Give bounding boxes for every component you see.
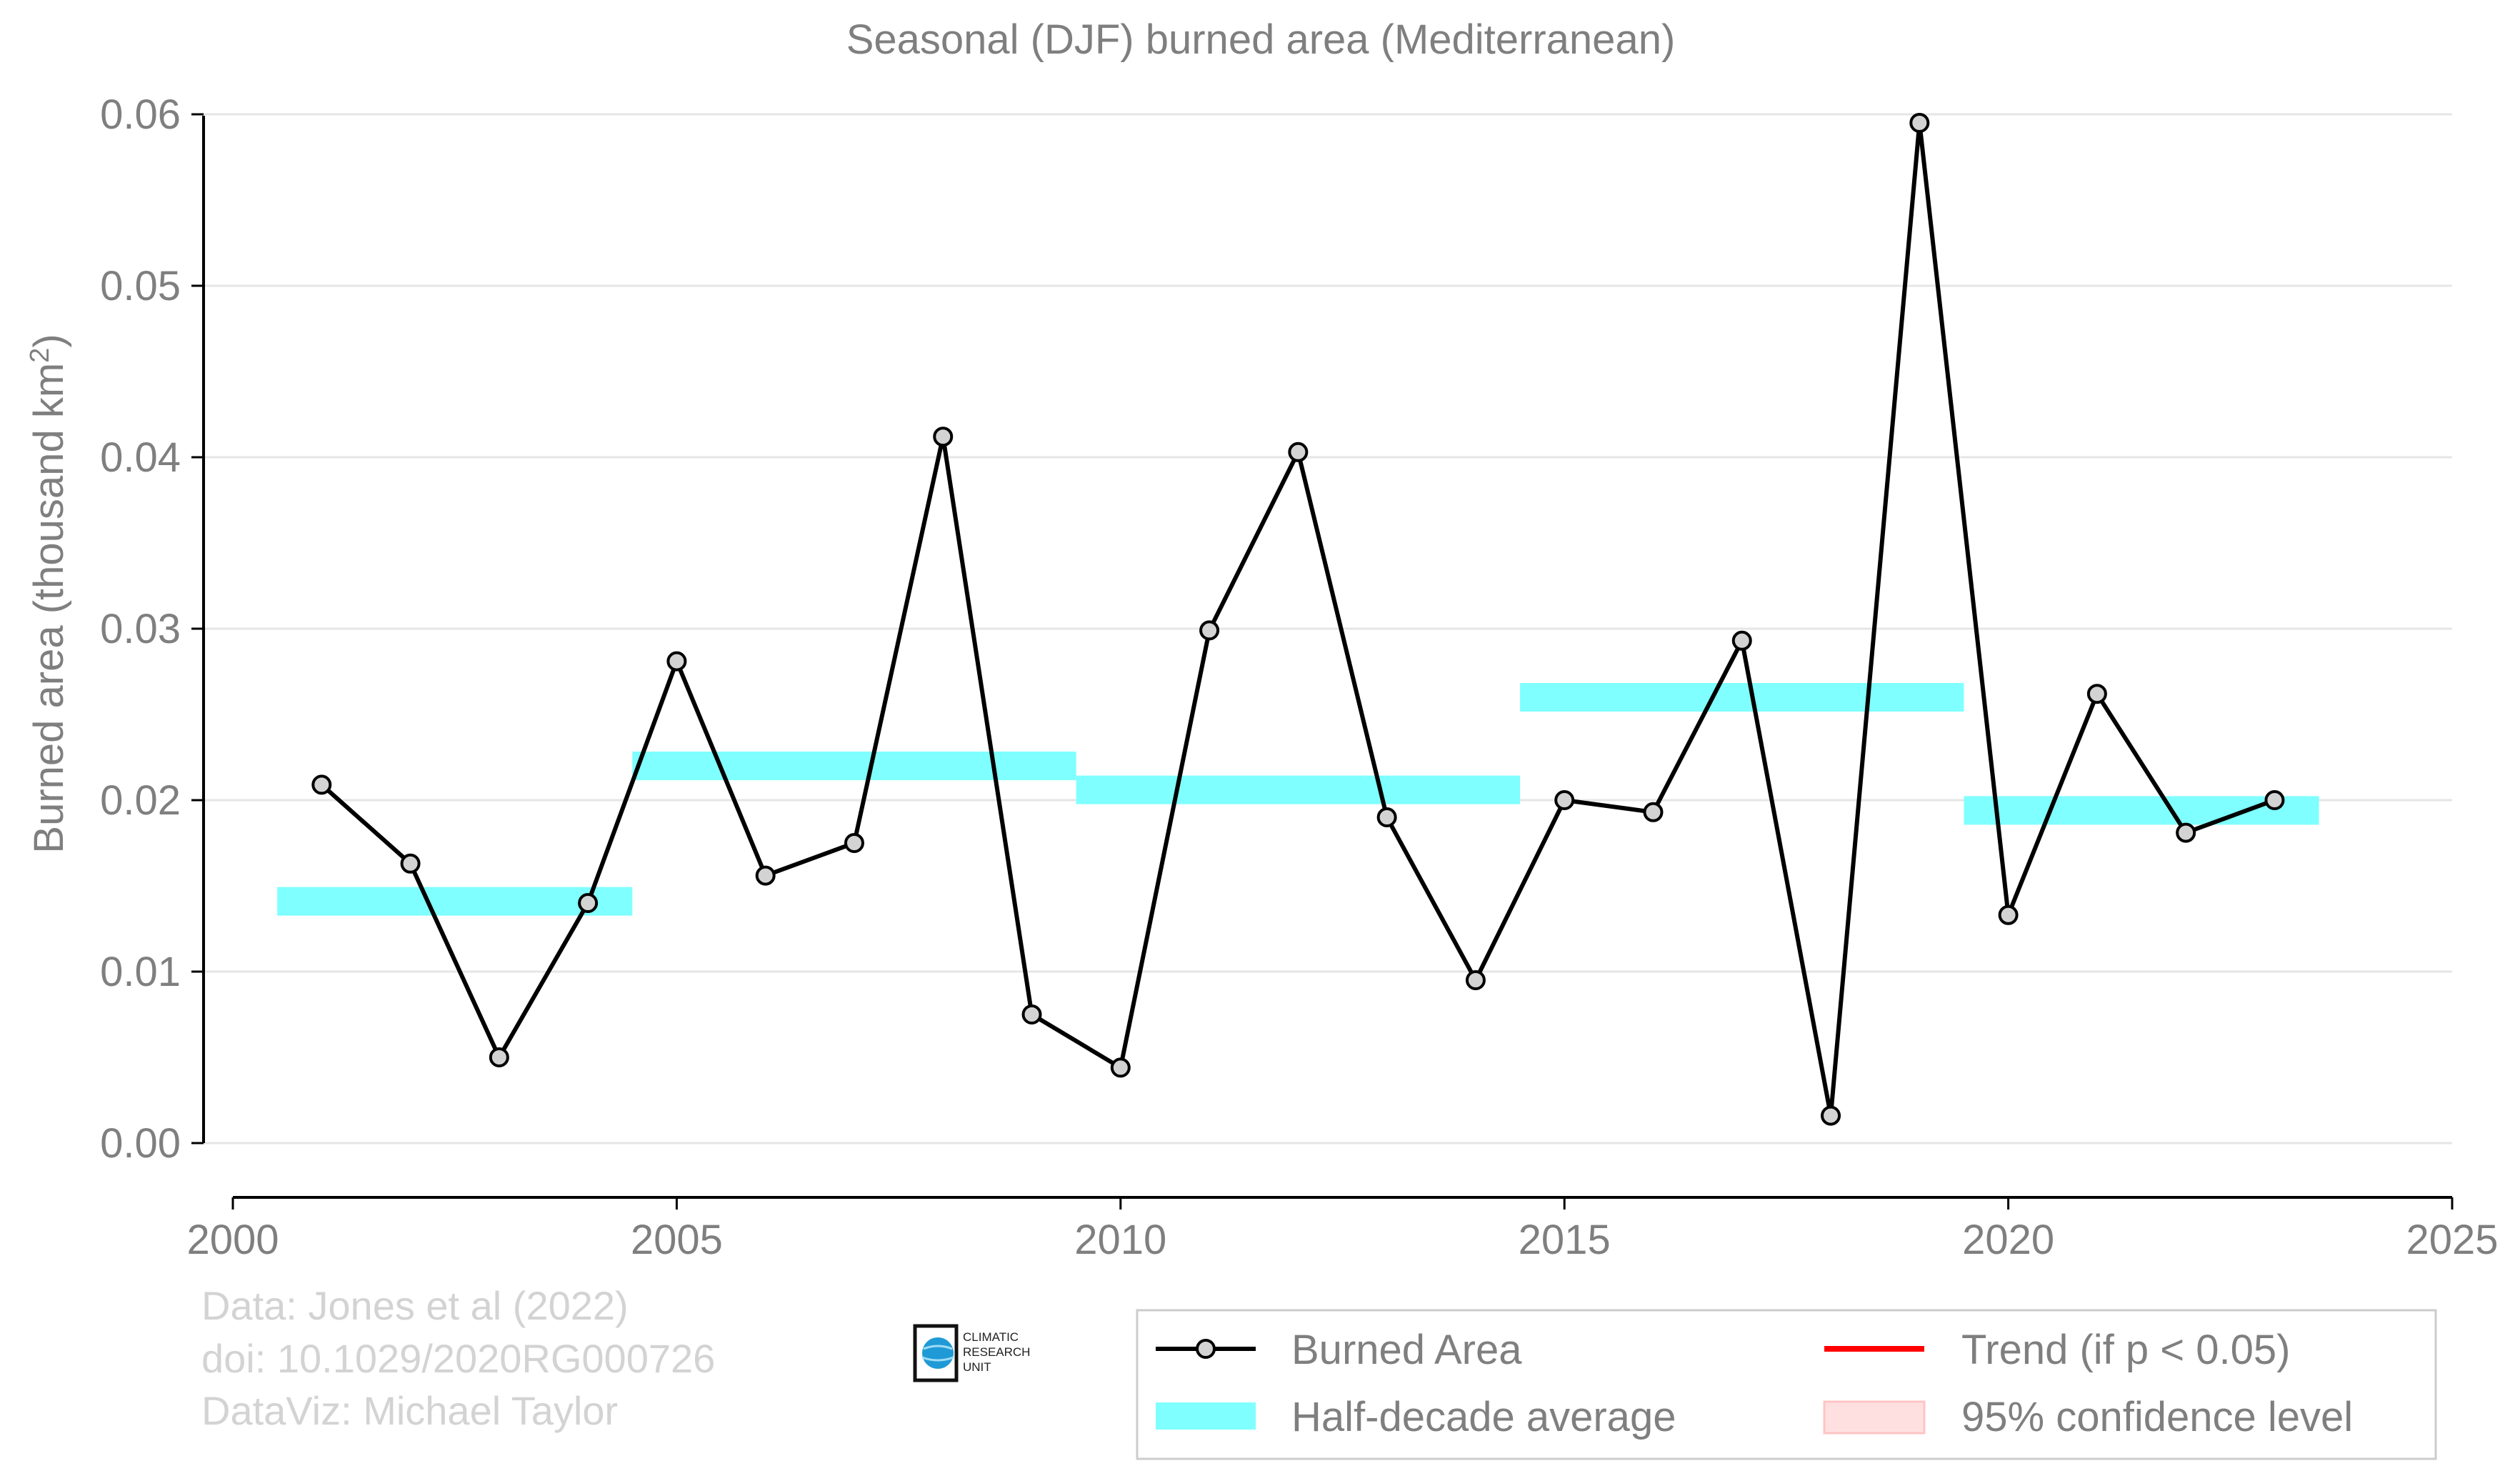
data-point [1821, 1105, 1841, 1126]
data-point [578, 893, 599, 913]
data-credits: Data: Jones et al (2022) doi: 10.1029/20… [201, 1283, 715, 1433]
data-point [311, 774, 332, 795]
x-tick-label: 2015 [1519, 1217, 1611, 1263]
y-tick-label: 0.03 [100, 606, 181, 652]
y-tick-label: 0.06 [100, 91, 181, 138]
y-tick-label: 0.05 [100, 263, 181, 309]
data-point [2176, 822, 2196, 843]
burned-area-series [311, 113, 2285, 1126]
legend-confidence-label: 95% confidence level [1961, 1394, 2353, 1440]
legend-half-decade-label: Half-decade average [1291, 1394, 1676, 1440]
chart-title: Seasonal (DJF) burned area (Mediterranea… [846, 16, 1676, 63]
half-decade-average-bands [277, 683, 2319, 916]
y-axis-ticks: 0.00 0.01 0.02 0.03 0.04 0.05 0.06 [100, 91, 204, 1167]
credit-doi: doi: 10.1029/2020RG000726 [201, 1336, 715, 1381]
globe-icon [922, 1337, 954, 1369]
legend-trend-label: Trend (if p < 0.05) [1961, 1327, 2290, 1373]
legend-burned-area-label: Burned Area [1291, 1327, 1522, 1373]
data-point [1110, 1057, 1131, 1078]
y-axis-label-superscript: 2 [25, 348, 55, 363]
data-point [844, 833, 864, 853]
half-decade-average-band [1964, 796, 2319, 825]
cru-logo-text-1: CLIMATIC [963, 1330, 1019, 1344]
data-point [1199, 620, 1220, 641]
x-tick-label: 2010 [1074, 1217, 1166, 1263]
legend-confidence-icon [1823, 1400, 1926, 1435]
y-tick-label: 0.01 [100, 949, 181, 995]
cru-logo: CLIMATIC RESEARCH UNIT [913, 1324, 1030, 1382]
y-tick-label: 0.00 [100, 1120, 181, 1167]
data-point [1998, 904, 2019, 925]
data-point [489, 1047, 509, 1067]
data-point [1909, 113, 1930, 133]
legend-frame [1136, 1309, 2437, 1460]
y-axis-label-main: Burned area (thousand km [26, 363, 72, 854]
data-point [1554, 790, 1575, 810]
data-point [1376, 807, 1397, 827]
credit-dataviz: DataViz: Michael Taylor [201, 1388, 618, 1433]
x-tick-label: 2000 [186, 1217, 279, 1263]
cru-logo-text-2: RESEARCH [963, 1345, 1030, 1359]
x-tick-label: 2005 [631, 1217, 723, 1263]
data-point [2264, 790, 2285, 810]
legend-half-decade-icon [1156, 1402, 1256, 1430]
globe-graticule-icon [921, 1345, 954, 1362]
chart-legend: Burned Area Trend (if p < 0.05) Half-dec… [1136, 1309, 2437, 1460]
data-point [1643, 802, 1664, 822]
credit-data-source: Data: Jones et al (2022) [201, 1283, 629, 1328]
cru-logo-frame [913, 1324, 959, 1382]
y-tick-label: 0.04 [100, 434, 181, 481]
data-point [1465, 970, 1486, 990]
x-tick-label: 2020 [1962, 1217, 2054, 1263]
x-tick-label: 2025 [2406, 1217, 2498, 1263]
data-point [1021, 1004, 1042, 1024]
data-point [1288, 442, 1309, 462]
half-decade-average-band [632, 752, 1076, 780]
data-point [933, 427, 954, 447]
legend-burned-area-marker-icon [1196, 1339, 1216, 1359]
cru-logo-text-3: UNIT [963, 1360, 991, 1374]
half-decade-average-band [277, 887, 633, 916]
y-axis-label: Burned area (thousand km2) [25, 334, 72, 853]
data-point [666, 651, 687, 672]
y-axis-label-close: ) [26, 334, 72, 347]
y-tick-label: 0.02 [100, 777, 181, 824]
half-decade-average-band [1076, 775, 1521, 804]
data-point [400, 853, 421, 874]
x-axis-ticks: 2000 2005 2010 2015 2020 2025 [186, 1197, 2499, 1263]
data-point [755, 865, 776, 886]
half-decade-average-band [1520, 683, 1964, 712]
data-point [1731, 630, 1752, 651]
data-point [2086, 684, 2107, 704]
